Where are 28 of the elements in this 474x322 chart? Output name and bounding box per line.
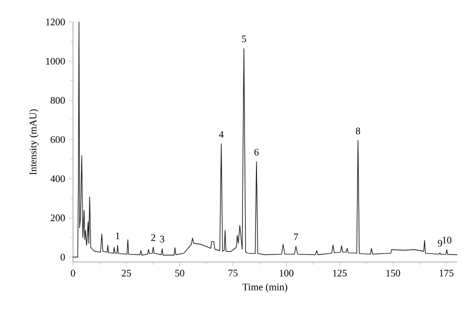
annotation: 7 [294, 234, 298, 240]
y-tick-label: 800 [50, 97, 65, 104]
annotation: 3 [160, 236, 164, 242]
annotation: 4 [218, 131, 224, 138]
line-series [72, 22, 458, 258]
annotation: 8 [356, 128, 360, 134]
x-tick-label: 75 [228, 270, 238, 276]
x-axis-title: Time (min) [242, 283, 288, 292]
annotation: 1 [116, 232, 120, 240]
x-tick-label: 0 [70, 270, 76, 276]
x-tick-label: 50 [175, 270, 184, 276]
annotation: 6 [254, 148, 259, 156]
annotation: 10 [442, 236, 452, 244]
annotation: 5 [242, 36, 246, 42]
y-tick-label: 1000 [46, 58, 65, 65]
annotation: 2 [151, 234, 156, 241]
y-tick-label: 0 [60, 254, 65, 260]
x-tick-label: 175 [440, 270, 454, 276]
y-tick-label: 200 [50, 214, 65, 222]
x-tick-label: 25 [122, 270, 131, 276]
x-tick-label: 100 [280, 270, 294, 276]
annotation: 9 [438, 240, 442, 247]
y-tick-label: 1200 [46, 18, 65, 26]
y-axis-title: Intensity (mAU) [29, 109, 38, 175]
y-tick-label: 400 [50, 175, 65, 182]
y-tick-label: 600 [50, 136, 65, 143]
x-tick-label: 125 [333, 270, 347, 276]
x-tick-label: 150 [386, 270, 400, 276]
